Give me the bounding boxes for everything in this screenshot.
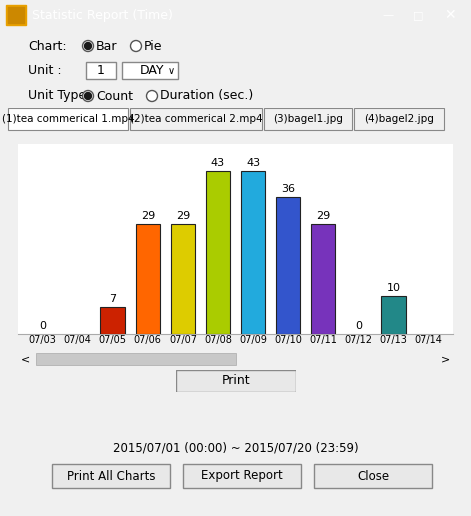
Bar xyxy=(264,108,352,130)
Text: —: — xyxy=(382,10,394,20)
Circle shape xyxy=(84,92,91,100)
Bar xyxy=(86,62,116,79)
Text: Export Report: Export Report xyxy=(201,470,283,482)
Text: 43: 43 xyxy=(211,157,225,168)
Text: DAY: DAY xyxy=(140,64,164,77)
Bar xyxy=(183,464,301,488)
Bar xyxy=(354,108,444,130)
Text: Unit Type :: Unit Type : xyxy=(28,89,94,103)
Text: Count: Count xyxy=(96,89,133,103)
Text: 2015/07/01 (00:00) ~ 2015/07/20 (23:59): 2015/07/01 (00:00) ~ 2015/07/20 (23:59) xyxy=(113,442,358,455)
Text: 10: 10 xyxy=(386,283,400,293)
Text: (1)tea commerical 1.mp4: (1)tea commerical 1.mp4 xyxy=(2,114,134,124)
Bar xyxy=(52,464,170,488)
Text: (3)bagel1.jpg: (3)bagel1.jpg xyxy=(273,114,343,124)
Text: <: < xyxy=(20,354,30,364)
Text: Chart:: Chart: xyxy=(28,40,66,53)
Text: Pie: Pie xyxy=(144,40,162,53)
Bar xyxy=(241,171,265,334)
Text: (4)bagel2.jpg: (4)bagel2.jpg xyxy=(364,114,434,124)
Bar xyxy=(206,171,230,334)
Text: 0: 0 xyxy=(39,321,46,331)
Text: 36: 36 xyxy=(281,184,295,194)
Bar xyxy=(8,108,128,130)
Bar xyxy=(100,308,125,334)
Text: 1: 1 xyxy=(97,64,105,77)
Text: Bar: Bar xyxy=(96,40,117,53)
Text: 7: 7 xyxy=(109,294,116,304)
Bar xyxy=(6,5,26,25)
Text: 43: 43 xyxy=(246,157,260,168)
Bar xyxy=(314,464,432,488)
Text: (2)tea commerical 2.mp4: (2)tea commerical 2.mp4 xyxy=(130,114,262,124)
Circle shape xyxy=(130,40,141,52)
Circle shape xyxy=(84,42,91,50)
Text: Unit :: Unit : xyxy=(28,64,62,77)
Text: 29: 29 xyxy=(176,211,190,221)
Text: >: > xyxy=(441,354,451,364)
Text: Print: Print xyxy=(222,375,250,388)
Circle shape xyxy=(82,90,94,102)
Bar xyxy=(8,7,24,23)
Text: ∨: ∨ xyxy=(168,66,175,76)
Text: Close: Close xyxy=(357,470,389,482)
Text: 29: 29 xyxy=(316,211,330,221)
Circle shape xyxy=(146,90,157,102)
Bar xyxy=(136,224,160,334)
Bar xyxy=(276,197,300,334)
Text: □: □ xyxy=(413,10,423,20)
Bar xyxy=(311,224,335,334)
Text: 0: 0 xyxy=(355,321,362,331)
Text: ✕: ✕ xyxy=(444,8,456,22)
Bar xyxy=(122,62,178,79)
Circle shape xyxy=(82,40,94,52)
Bar xyxy=(36,353,236,365)
Text: Duration (sec.): Duration (sec.) xyxy=(160,89,253,103)
Text: Print All Charts: Print All Charts xyxy=(67,470,155,482)
Bar xyxy=(130,108,262,130)
Text: Statistic Report (Time): Statistic Report (Time) xyxy=(32,8,173,22)
Bar xyxy=(381,296,406,334)
Bar xyxy=(171,224,195,334)
Text: 29: 29 xyxy=(141,211,155,221)
